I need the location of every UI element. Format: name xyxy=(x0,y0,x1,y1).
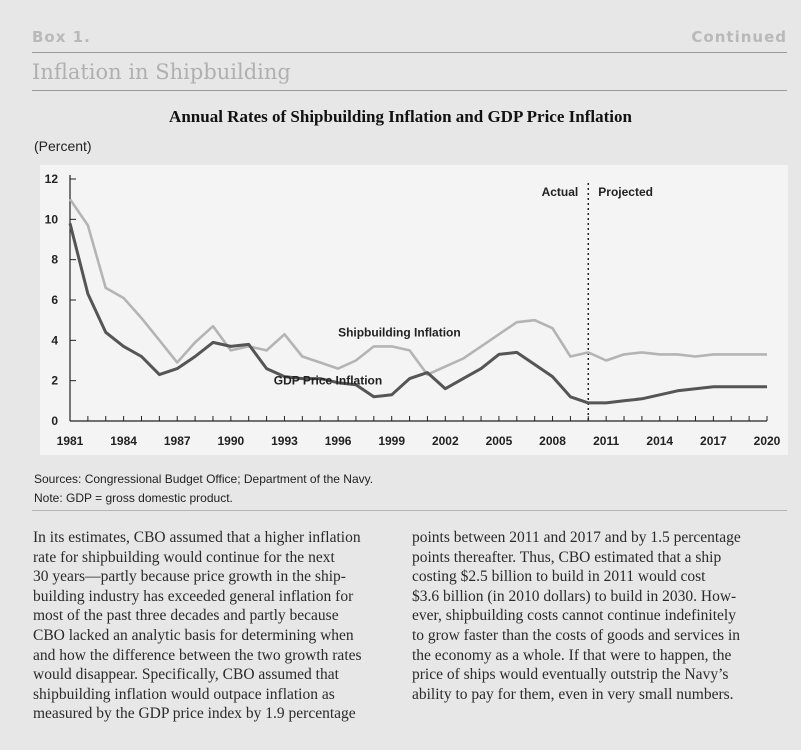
x-tick-label: 2011 xyxy=(593,434,619,448)
y-tick-label: 6 xyxy=(51,293,58,307)
x-tick-label: 1999 xyxy=(378,434,405,448)
body-text-line: ability to pay for them, even in very sm… xyxy=(412,685,734,703)
body-text-line: measured by the GDP price index by 1.9 p… xyxy=(33,705,356,723)
body-text-line: CBO lacked an analytic basis for determi… xyxy=(33,626,354,644)
y-tick-label: 4 xyxy=(51,333,58,347)
title-divider xyxy=(32,90,787,91)
header-divider xyxy=(32,52,787,53)
body-text-line: would disappear. Specifically, CBO assum… xyxy=(33,666,339,684)
gdp-price-inflation-label: GDP Price Inflation xyxy=(274,374,382,388)
body-text-line: 30 years—partly because price growth in … xyxy=(33,568,346,586)
chart-title: Annual Rates of Shipbuilding Inflation a… xyxy=(169,107,632,126)
y-tick-label: 8 xyxy=(51,253,58,267)
x-tick-label: 1987 xyxy=(164,434,191,448)
x-tick-label: 1984 xyxy=(110,434,137,448)
x-tick-label: 1990 xyxy=(217,434,244,448)
box-title: Inflation in Shipbuilding xyxy=(32,60,291,84)
body-text-line: costing $2.5 billion to build in 2011 wo… xyxy=(412,568,706,586)
body-text-line: $3.6 billion (in 2010 dollars) to build … xyxy=(412,587,737,605)
line-chart: 0 2 4 6 8 10 12 1981 1984 1987 1990 1993 1996 1999 200… xyxy=(40,165,788,455)
body-text-line: rate for shipbuilding would continue for… xyxy=(33,548,335,566)
body-text-line: building industry has exceeded general i… xyxy=(33,587,354,605)
actual-label: Actual xyxy=(542,185,579,199)
body-text-line: to grow faster than the costs of goods a… xyxy=(412,626,741,644)
x-tick-label: 2005 xyxy=(486,434,513,448)
shipbuilding-inflation-line xyxy=(68,198,767,376)
box-header: Box 1. Continued xyxy=(32,28,787,50)
projected-label: Projected xyxy=(598,185,653,199)
x-tick-label: 2008 xyxy=(539,434,566,448)
y-tick-label: 0 xyxy=(51,414,58,428)
body-text-right-column: points between 2011 and 2017 and by 1.5 … xyxy=(412,528,790,704)
notes-divider xyxy=(32,510,787,511)
body-text-line: points thereafter. Thus, CBO estimated t… xyxy=(412,548,722,566)
box-continued-label: Continued xyxy=(691,28,787,46)
gdp-price-inflation-line xyxy=(68,223,767,405)
chart-units-label: (Percent) xyxy=(34,138,92,154)
chart-sources: Sources: Congressional Budget Office; De… xyxy=(34,472,374,486)
body-text-line: and how the difference between the two g… xyxy=(33,646,362,664)
x-tick-label: 1996 xyxy=(325,434,352,448)
y-tick-label: 10 xyxy=(45,212,59,226)
x-tick-label: 2014 xyxy=(646,434,673,448)
plot-background xyxy=(40,165,788,455)
body-text-line: points between 2011 and 2017 and by 1.5 … xyxy=(412,529,741,546)
x-tick-label: 2017 xyxy=(700,434,727,448)
body-text-left-column: In its estimates, CBO assumed that a hig… xyxy=(33,528,391,724)
body-text-line: In its estimates, CBO assumed that a hig… xyxy=(33,529,361,546)
x-tick-label: 2020 xyxy=(754,434,781,448)
box-label: Box 1. xyxy=(32,28,91,46)
y-tick-label: 12 xyxy=(45,172,59,186)
body-text-line: shipbuilding inflation would outpace inf… xyxy=(33,685,335,703)
x-tick-label: 1993 xyxy=(271,434,298,448)
body-text-line: the economy as a whole. If that were to … xyxy=(412,646,732,664)
body-text-line: most of the past three decades and partl… xyxy=(33,607,339,625)
chart-note: Note: GDP = gross domestic product. xyxy=(34,491,233,505)
x-tick-label: 1981 xyxy=(57,434,84,448)
y-tick-label: 2 xyxy=(51,374,58,388)
body-text-line: price of ships would eventually outstrip… xyxy=(412,666,729,684)
x-tick-label: 2002 xyxy=(432,434,459,448)
shipbuilding-inflation-label: Shipbuilding Inflation xyxy=(338,325,461,339)
body-text-line: ever, shipbuilding costs cannot continue… xyxy=(412,607,736,625)
